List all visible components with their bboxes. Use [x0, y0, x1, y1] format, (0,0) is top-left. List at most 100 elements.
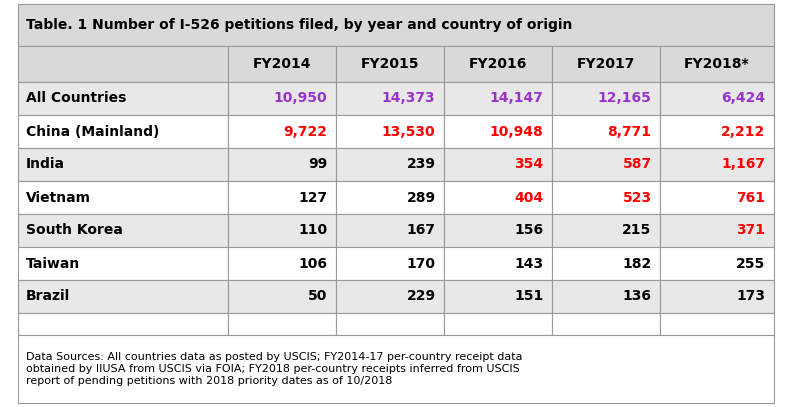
Bar — [660, 313, 774, 335]
Bar — [17, 82, 228, 115]
Bar — [444, 214, 551, 247]
Text: 10,948: 10,948 — [490, 125, 543, 138]
Bar — [551, 214, 660, 247]
Text: FY2016: FY2016 — [468, 57, 527, 71]
Bar — [660, 247, 774, 280]
Bar — [551, 148, 660, 181]
Bar — [444, 46, 551, 82]
Text: FY2018*: FY2018* — [683, 57, 749, 71]
Bar — [660, 181, 774, 214]
Bar — [228, 46, 335, 82]
Text: 50: 50 — [308, 289, 327, 304]
Text: 170: 170 — [407, 256, 436, 271]
Text: 215: 215 — [623, 223, 652, 238]
Bar — [551, 115, 660, 148]
Bar — [228, 247, 335, 280]
Bar — [228, 82, 335, 115]
Text: 106: 106 — [298, 256, 327, 271]
Bar — [660, 46, 774, 82]
Text: Taiwan: Taiwan — [25, 256, 80, 271]
Text: 12,165: 12,165 — [598, 92, 652, 105]
Bar — [551, 247, 660, 280]
Bar — [17, 115, 228, 148]
Text: 8,771: 8,771 — [607, 125, 652, 138]
Bar — [17, 247, 228, 280]
Text: 523: 523 — [623, 190, 652, 204]
Bar — [228, 214, 335, 247]
Bar — [551, 313, 660, 335]
Bar — [660, 82, 774, 115]
Bar — [335, 214, 444, 247]
Bar — [660, 214, 774, 247]
Bar — [444, 313, 551, 335]
Bar — [551, 181, 660, 214]
Bar — [551, 280, 660, 313]
Text: 10,950: 10,950 — [274, 92, 327, 105]
Text: 2,212: 2,212 — [721, 125, 766, 138]
Text: 9,722: 9,722 — [283, 125, 327, 138]
Text: 371: 371 — [736, 223, 766, 238]
Bar — [335, 148, 444, 181]
Text: FY2017: FY2017 — [577, 57, 634, 71]
Text: All Countries: All Countries — [25, 92, 126, 105]
Bar — [444, 181, 551, 214]
Text: 229: 229 — [407, 289, 436, 304]
Text: 99: 99 — [308, 158, 327, 171]
Text: 13,530: 13,530 — [382, 125, 436, 138]
Text: 143: 143 — [514, 256, 543, 271]
Bar — [17, 4, 774, 46]
Bar — [228, 181, 335, 214]
Bar — [335, 46, 444, 82]
Bar — [551, 82, 660, 115]
Text: 127: 127 — [298, 190, 327, 204]
Bar — [335, 181, 444, 214]
Bar — [660, 280, 774, 313]
Text: Table. 1 Number of I-526 petitions filed, by year and country of origin: Table. 1 Number of I-526 petitions filed… — [25, 18, 572, 32]
Bar — [335, 247, 444, 280]
Text: 14,373: 14,373 — [382, 92, 436, 105]
Bar — [17, 313, 228, 335]
Bar — [17, 214, 228, 247]
Text: 6,424: 6,424 — [721, 92, 766, 105]
Text: 761: 761 — [736, 190, 766, 204]
Text: 1,167: 1,167 — [721, 158, 766, 171]
Text: 173: 173 — [736, 289, 766, 304]
Text: 167: 167 — [407, 223, 436, 238]
Bar — [551, 46, 660, 82]
Text: 136: 136 — [623, 289, 652, 304]
Bar — [335, 313, 444, 335]
Bar — [660, 148, 774, 181]
Text: 289: 289 — [407, 190, 436, 204]
Bar — [228, 313, 335, 335]
Bar — [335, 82, 444, 115]
Bar — [444, 280, 551, 313]
Text: 255: 255 — [736, 256, 766, 271]
Text: 156: 156 — [514, 223, 543, 238]
Bar — [444, 115, 551, 148]
Text: 354: 354 — [514, 158, 543, 171]
Text: 151: 151 — [514, 289, 543, 304]
Text: FY2015: FY2015 — [360, 57, 418, 71]
Text: 239: 239 — [407, 158, 436, 171]
Bar — [17, 280, 228, 313]
Bar — [660, 115, 774, 148]
Text: 182: 182 — [623, 256, 652, 271]
Text: 14,147: 14,147 — [490, 92, 543, 105]
Bar — [17, 181, 228, 214]
Bar — [444, 148, 551, 181]
Text: Vietnam: Vietnam — [25, 190, 90, 204]
Text: 110: 110 — [298, 223, 327, 238]
Text: 587: 587 — [623, 158, 652, 171]
Bar — [228, 115, 335, 148]
Bar — [17, 46, 228, 82]
Text: South Korea: South Korea — [25, 223, 123, 238]
Text: FY2014: FY2014 — [252, 57, 311, 71]
Bar — [17, 148, 228, 181]
Bar — [444, 247, 551, 280]
Bar — [228, 148, 335, 181]
Text: 404: 404 — [514, 190, 543, 204]
Bar — [17, 335, 774, 403]
Text: India: India — [25, 158, 65, 171]
Text: China (Mainland): China (Mainland) — [25, 125, 159, 138]
Bar — [335, 115, 444, 148]
